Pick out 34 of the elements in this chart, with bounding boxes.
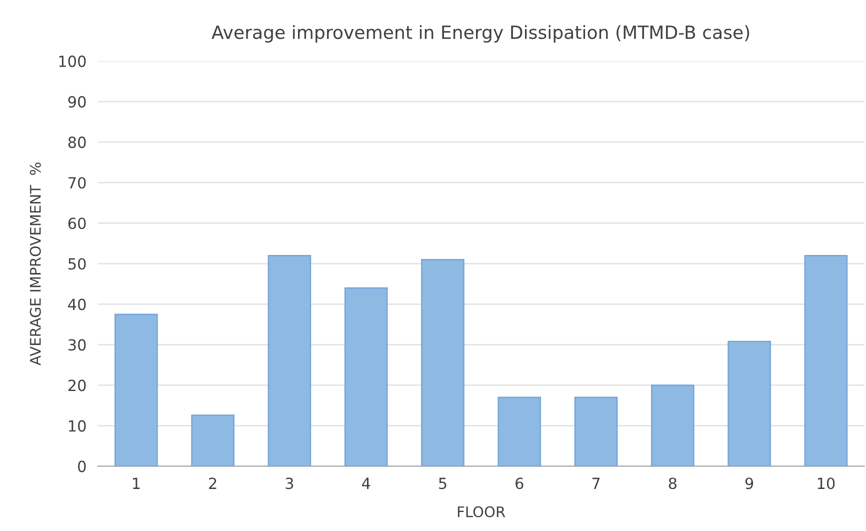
x-tick-label: 10 [818, 478, 835, 490]
y-axis-title: AVERAGE IMPROVEMENT % [30, 162, 41, 366]
y-tick-label: 90 [68, 96, 86, 108]
y-tick-label: 40 [68, 298, 86, 310]
y-tick-label: 20 [68, 380, 86, 392]
bar [421, 259, 464, 466]
bar [114, 314, 158, 466]
y-tick-label: 80 [68, 136, 86, 148]
bar [498, 396, 542, 466]
x-tick-label: 3 [286, 478, 294, 490]
x-axis-title: FLOOR [458, 506, 506, 518]
y-tick-label: 70 [68, 177, 86, 189]
bar [728, 340, 771, 466]
bar [651, 384, 694, 466]
bar [191, 414, 234, 466]
y-tick-label: 60 [68, 218, 86, 230]
x-tick-label: 9 [745, 478, 754, 490]
bar [268, 254, 312, 466]
x-tick-label: 7 [592, 478, 600, 489]
x-tick-label: 4 [362, 478, 370, 489]
chart-title: Average improvement in Energy Dissipation (MTMD-B case) [212, 25, 750, 43]
y-tick-label: 30 [68, 339, 86, 351]
x-tick-label: 1 [132, 478, 140, 489]
y-tick-label: 50 [68, 258, 86, 270]
y-tick-label: 0 [78, 460, 86, 472]
y-tick-label: 10 [68, 420, 86, 432]
bar [344, 287, 388, 466]
bar [574, 396, 618, 466]
x-tick-label: 8 [668, 478, 676, 490]
x-tick-label: 6 [516, 478, 524, 490]
bar [804, 254, 848, 466]
y-tick-label: 100 [59, 56, 86, 68]
x-tick-label: 5 [439, 478, 446, 490]
x-tick-label: 2 [209, 478, 216, 489]
